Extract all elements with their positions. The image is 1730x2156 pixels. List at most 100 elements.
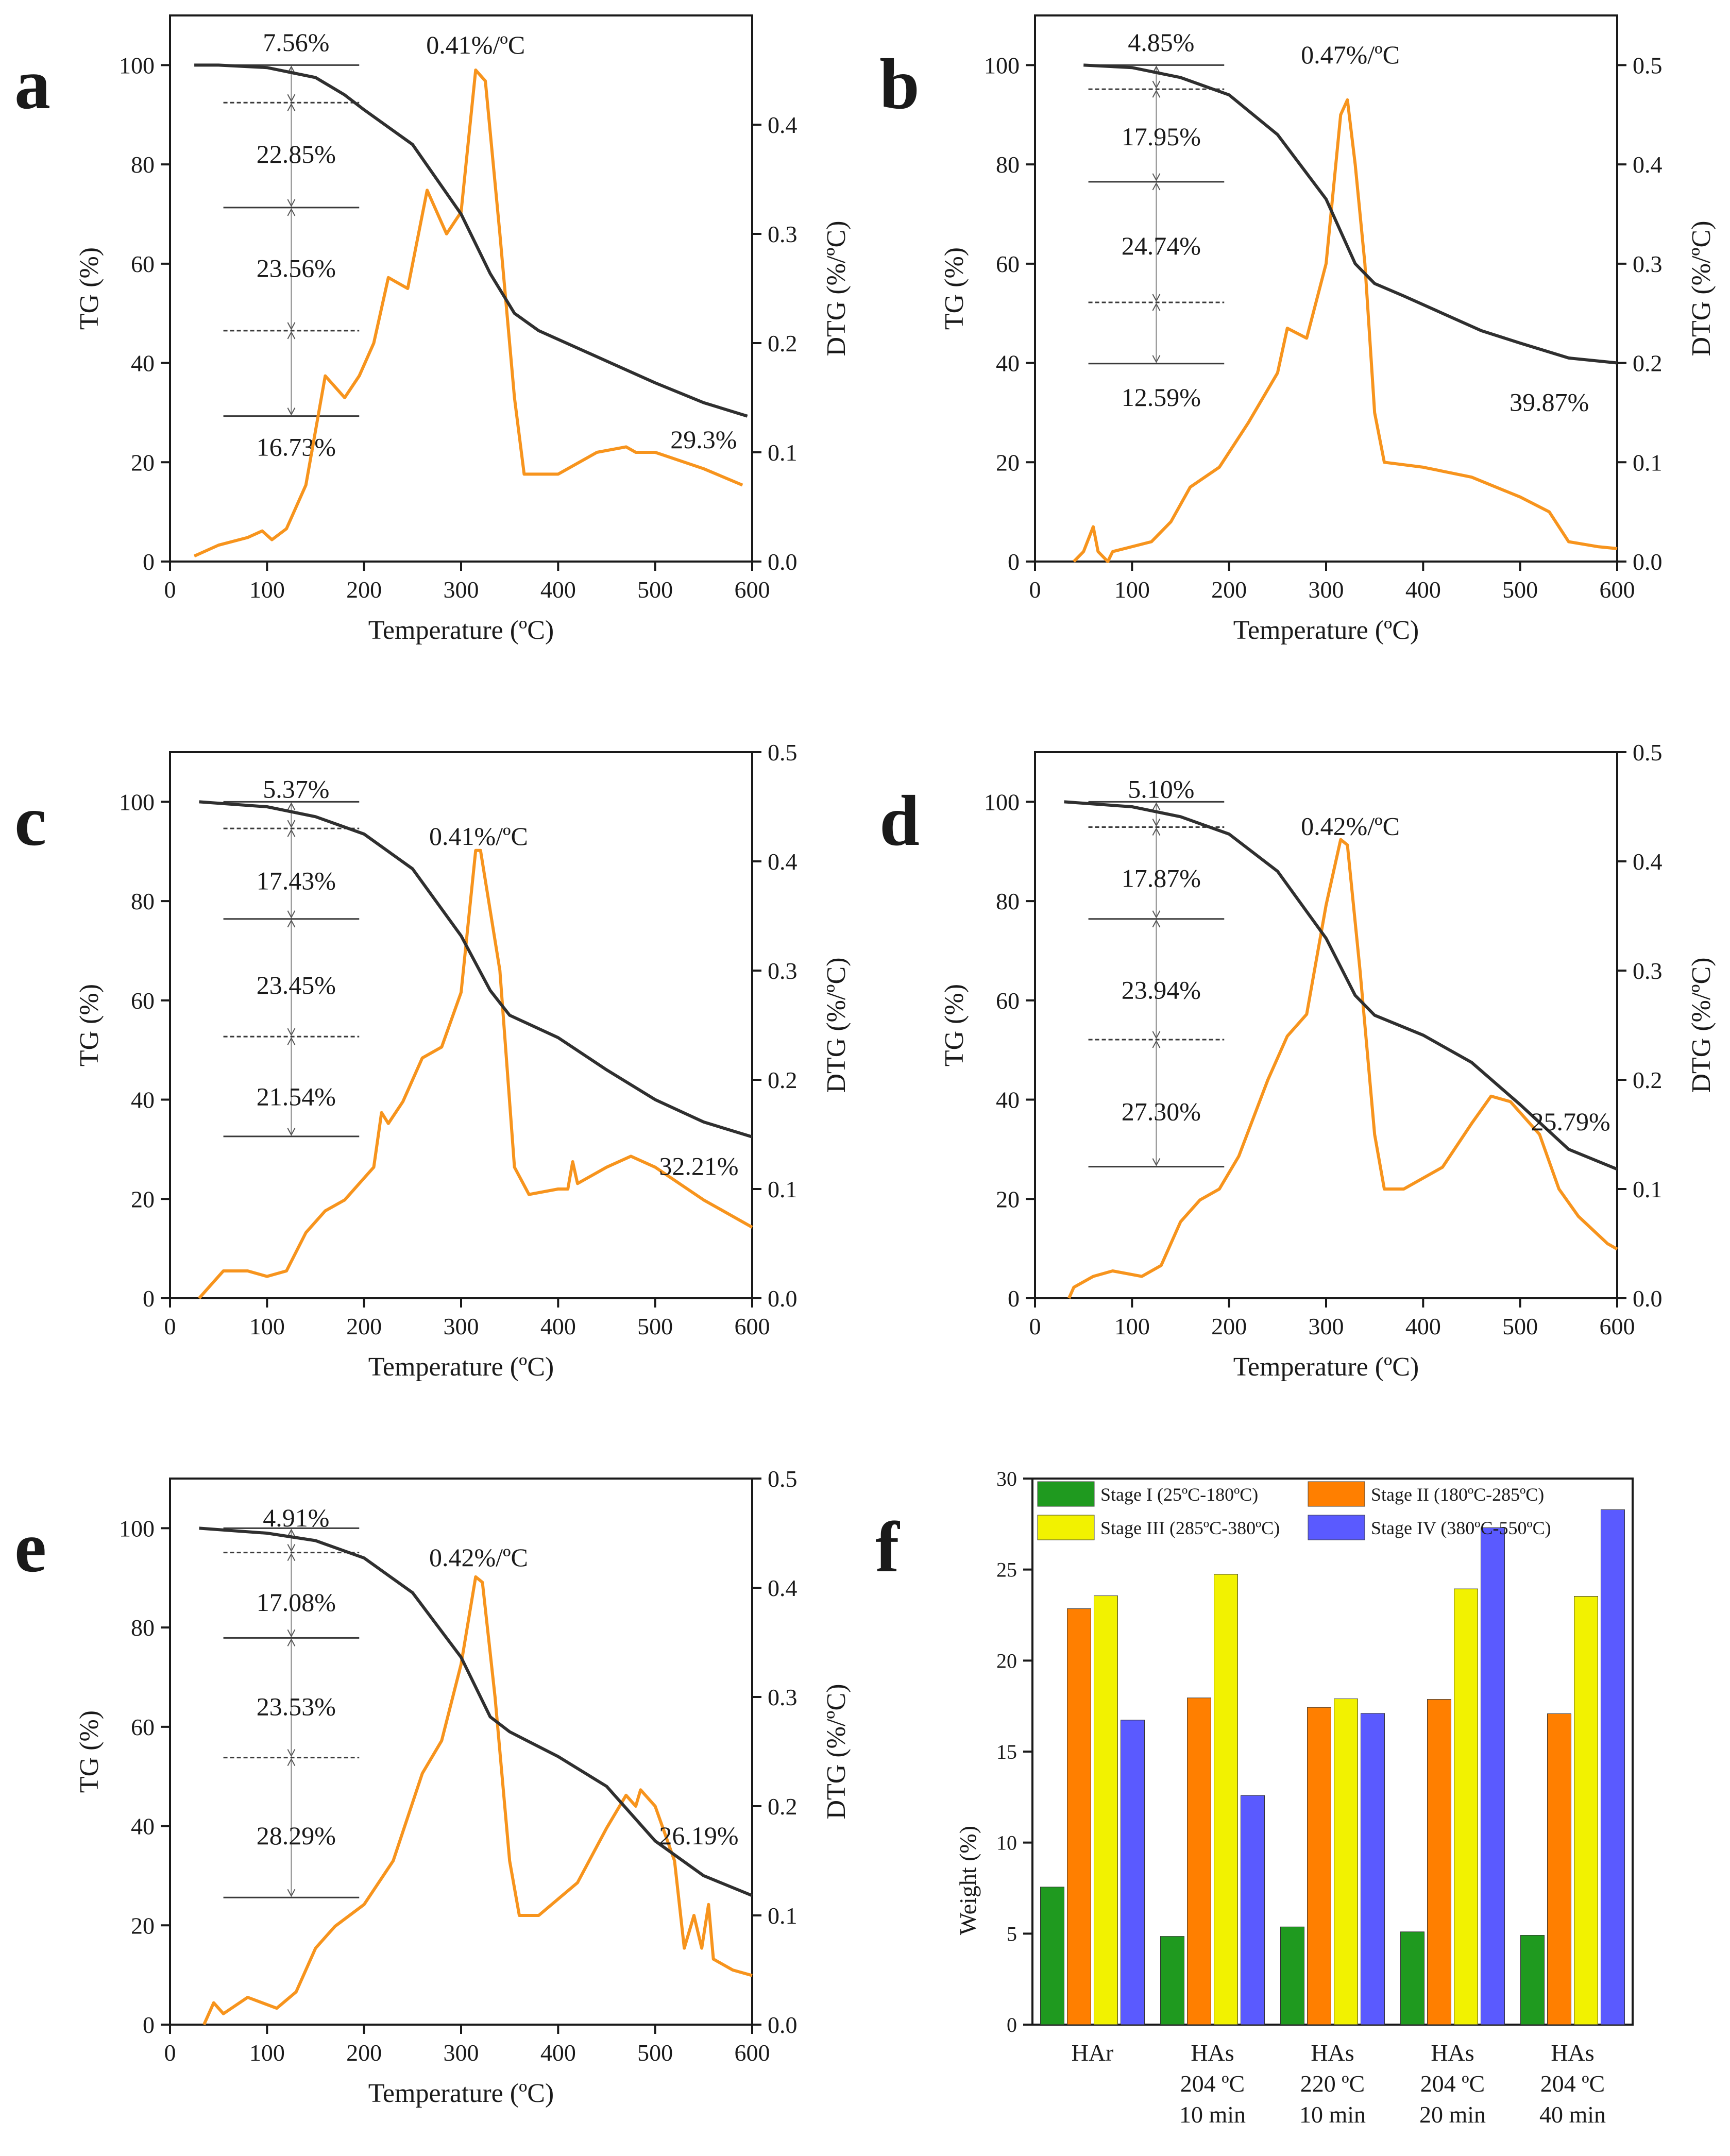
stage-mass-loss-label: 23.94% [1122, 976, 1201, 1005]
y-tick-label: 30 [996, 1467, 1017, 1490]
y2-tick-label: 0.4 [1633, 151, 1663, 178]
y-tick-label: 10 [996, 1831, 1017, 1855]
x-tick-label: 500 [637, 576, 673, 603]
x-axis-label: Temperature (ºC) [368, 2079, 554, 2108]
y2-axis-label: DTG (%/ºC) [1687, 220, 1716, 356]
x-tick-label: 500 [637, 2040, 673, 2066]
y-tick-label: 80 [996, 151, 1020, 178]
stage-mass-loss-label: 17.95% [1122, 122, 1201, 151]
residual-mass-label: 26.19% [659, 1821, 738, 1850]
x-axis-label: Temperature (ºC) [1233, 1352, 1419, 1382]
y2-tick-label: 0.5 [1633, 52, 1663, 78]
x-tick-label: 500 [1502, 1313, 1538, 1339]
tg-curve [1064, 800, 1618, 1171]
x-tick-label: 400 [540, 576, 576, 603]
y-tick-label: 80 [131, 1615, 155, 1641]
stage-arrow-head [1152, 919, 1161, 928]
residual-mass-label: 32.21% [659, 1152, 738, 1181]
legend-label: Stage IV (380ºC-550ºC) [1371, 1518, 1551, 1538]
stage-arrow-head [287, 208, 296, 216]
tg-curve [199, 800, 753, 1139]
y-tick-label: 100 [984, 52, 1020, 78]
x-tick-label: 0 [1029, 1313, 1041, 1339]
x-tick-label: 200 [346, 2040, 382, 2066]
residual-mass-label: 39.87% [1509, 388, 1589, 417]
x-tick-label: 300 [444, 1313, 479, 1339]
stage-mass-loss-label: 16.73% [257, 432, 336, 461]
bar [1454, 1588, 1478, 2025]
x-tick-label: 100 [249, 1313, 285, 1339]
stage-arrow-head [287, 1037, 296, 1045]
bar [1481, 1527, 1505, 2025]
stage-mass-loss-label: 22.85% [257, 140, 336, 168]
bar-chart-f: f 0 5 10 15 20 25 30 Weight (%) HAr HAs 204 ºC 10 mi… [875, 1467, 1634, 2128]
stage-arrow-head [287, 1749, 296, 1757]
x-tick-label: 400 [1405, 1313, 1441, 1339]
x-tick-label: 100 [1114, 576, 1150, 603]
x-tick-label: 500 [637, 1313, 673, 1339]
category-label: 204 ºC [1540, 2070, 1605, 2097]
y-tick-label: 80 [131, 151, 155, 178]
y-tick-label: 15 [996, 1740, 1017, 1763]
x-tick-label: 100 [249, 576, 285, 603]
bar [1280, 1926, 1304, 2025]
category-label: HAs [1431, 2040, 1474, 2066]
y-tick-label: 0 [143, 1285, 155, 1312]
panel-d: d 0 100 200 300 400 500 600 0 20 40 60 80 100 0.0 0.1 0.… [865, 737, 1730, 1422]
x-tick-label: 600 [735, 576, 770, 603]
dtg-curve [1073, 98, 1618, 563]
stage-arrow-head [287, 331, 296, 339]
bar [1547, 1713, 1571, 2025]
stage-mass-loss-label: 17.08% [257, 1588, 336, 1617]
legend-swatch [1037, 1515, 1095, 1540]
y2-tick-label: 0.2 [768, 330, 798, 356]
legend-swatch [1037, 1481, 1095, 1507]
stage-arrow-head [287, 802, 296, 810]
y-tick-label: 20 [996, 1649, 1017, 1672]
y-axis-label: TG (%) [75, 247, 104, 330]
x-axis-label: Temperature (ºC) [368, 1352, 554, 1382]
x-tick-label: 500 [1502, 576, 1538, 603]
y2-axis-label: DTG (%/ºC) [822, 220, 851, 356]
y-tick-label: 60 [996, 251, 1020, 277]
y2-tick-label: 0.3 [1633, 958, 1663, 984]
plot-frame [169, 14, 753, 563]
stage-arrow-head [287, 1128, 296, 1136]
stage-arrow-head [287, 919, 296, 928]
bar [1574, 1596, 1598, 2025]
y-tick-label: 40 [996, 1087, 1020, 1113]
bar [1040, 1887, 1064, 2025]
stage-mass-loss-label: 5.37% [263, 774, 329, 803]
category-label: HAs [1191, 2040, 1234, 2066]
y2-tick-label: 0.1 [768, 1903, 798, 1929]
stage-mass-loss-label: 12.59% [1122, 383, 1201, 412]
y2-tick-label: 0.0 [1633, 1285, 1663, 1312]
y-tick-label: 0 [143, 2012, 155, 2038]
stage-arrow-head [1152, 1158, 1161, 1166]
stage-arrow-head [287, 1553, 296, 1561]
x-tick-label: 300 [444, 2040, 479, 2066]
x-tick-label: 600 [1600, 576, 1635, 603]
category-label: HAr [1072, 2040, 1114, 2066]
x-tick-label: 400 [1405, 576, 1441, 603]
panel-b: b 0 100 200 300 400 500 600 0 20 40 60 80 100 0.0 0.1 0.… [865, 0, 1730, 685]
tg-curve [1083, 63, 1618, 365]
category-label: 10 min [1179, 2101, 1246, 2128]
x-axis-label: Temperature (ºC) [368, 616, 554, 645]
y2-tick-label: 0.4 [768, 1575, 798, 1601]
bar [1160, 1936, 1184, 2025]
stage-arrow-head [287, 1889, 296, 1897]
residual-mass-label: 29.3% [670, 425, 737, 454]
y-tick-label: 100 [119, 52, 155, 78]
legend-swatch [1308, 1481, 1365, 1507]
y2-tick-label: 0.0 [768, 2012, 798, 2038]
stage-arrow-head [287, 1758, 296, 1767]
x-tick-label: 300 [1309, 1313, 1344, 1339]
bar [1334, 1699, 1358, 2025]
legend-label: Stage III (285ºC-380ºC) [1100, 1518, 1280, 1538]
y-tick-label: 40 [131, 1087, 155, 1113]
stage-arrow-head [287, 1028, 296, 1037]
x-tick-label: 0 [1029, 576, 1041, 603]
category-label: 40 min [1539, 2101, 1606, 2128]
y2-tick-label: 0.0 [1633, 549, 1663, 575]
